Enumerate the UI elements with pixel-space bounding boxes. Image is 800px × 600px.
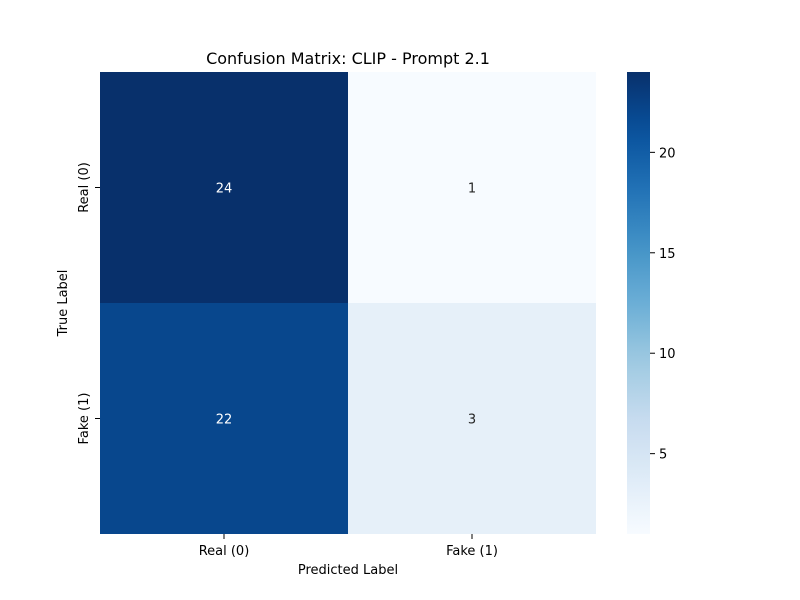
colorbar-tick-label: 15	[659, 247, 676, 262]
colorbar	[627, 72, 650, 534]
heatmap-cell	[348, 72, 596, 303]
colorbar-ticks: 5 10 15 20	[650, 146, 676, 463]
heatmap-cell	[100, 303, 348, 534]
chart-title: Confusion Matrix: CLIP - Prompt 2.1	[206, 49, 490, 68]
x-axis-label: Predicted Label	[298, 563, 398, 578]
x-tick-label: Real (0)	[199, 544, 250, 559]
colorbar-tick-label: 20	[659, 146, 676, 161]
x-tick-label: Fake (1)	[446, 544, 498, 559]
heatmap-cell-labels: 24 1 22 3	[216, 182, 476, 428]
colorbar-tick-label: 10	[659, 347, 676, 362]
y-axis-label: True Label	[56, 270, 71, 338]
cell-value-label: 24	[216, 182, 233, 197]
y-tick-label: Fake (1)	[77, 393, 92, 445]
heatmap-cell	[100, 72, 348, 303]
colorbar-tick-label: 5	[659, 448, 667, 463]
y-axis-ticks: Real (0) Fake (1)	[77, 162, 100, 444]
x-axis-ticks: Real (0) Fake (1)	[199, 534, 498, 559]
cell-value-label: 3	[468, 413, 476, 428]
cell-value-label: 1	[468, 182, 476, 197]
heatmap-cells	[100, 72, 596, 534]
heatmap-cell	[348, 303, 596, 534]
colorbar-gradient	[627, 72, 650, 534]
cell-value-label: 22	[216, 413, 233, 428]
y-tick-label: Real (0)	[77, 162, 92, 213]
